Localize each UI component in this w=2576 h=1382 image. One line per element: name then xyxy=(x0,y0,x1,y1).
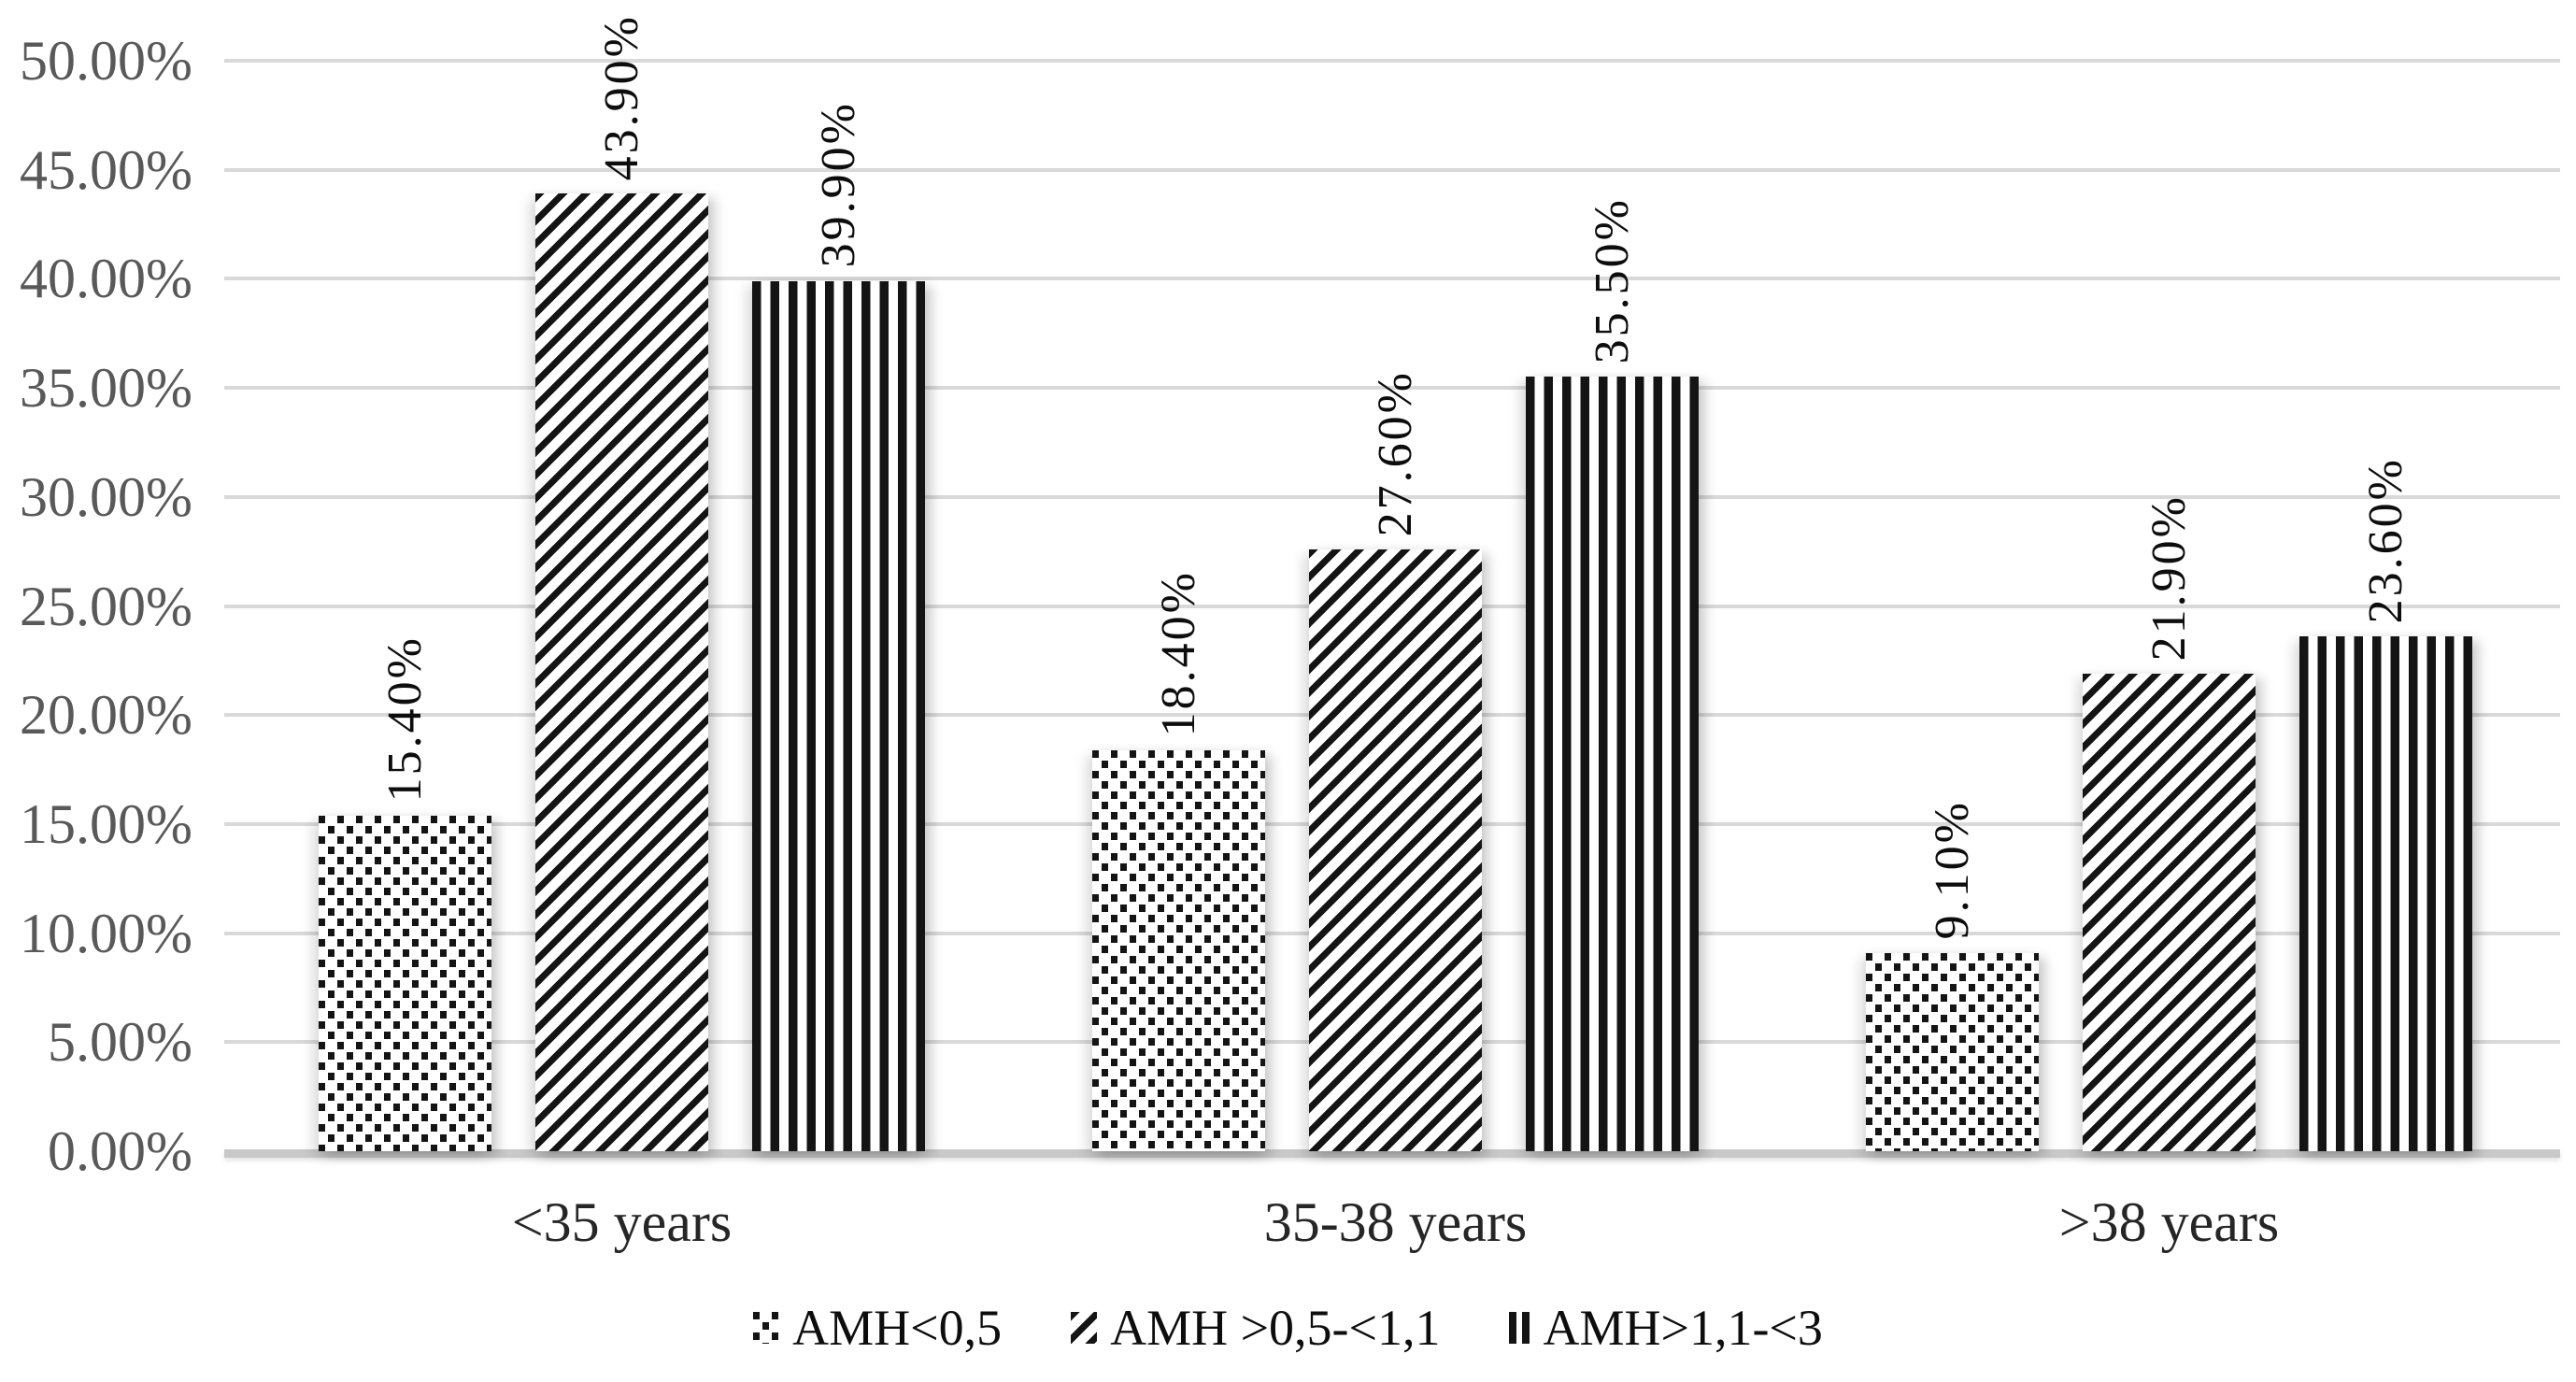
legend-label: AMH<0,5 xyxy=(792,1300,1003,1356)
y-axis-tick-label: 0.00% xyxy=(48,1120,192,1182)
y-axis-tick-label: 40.00% xyxy=(20,248,192,310)
gridline xyxy=(224,167,2560,172)
y-axis-tick-label: 20.00% xyxy=(20,684,192,747)
y-axis-tick-label: 30.00% xyxy=(20,465,192,528)
data-label: 27.60% xyxy=(1368,369,1422,536)
data-label: 18.40% xyxy=(1151,570,1205,737)
bar-dots xyxy=(1092,749,1265,1151)
x-axis-line xyxy=(224,1149,2560,1158)
bar-vertical-stripes xyxy=(752,280,925,1151)
gridline xyxy=(224,59,2560,63)
data-label: 21.90% xyxy=(2142,493,2196,661)
y-axis-tick-label: 15.00% xyxy=(20,792,192,855)
gridline xyxy=(224,386,2560,391)
bar-vertical-stripes xyxy=(1526,377,1699,1151)
y-axis-tick-label: 25.00% xyxy=(20,575,192,637)
y-axis-tick-label: 50.00% xyxy=(20,30,192,92)
y-axis-tick-label: 10.00% xyxy=(20,902,192,964)
gridline xyxy=(224,277,2560,281)
bar-diagonal-stripes xyxy=(1309,549,1482,1151)
diagonal-stripes-swatch-icon xyxy=(1071,1312,1098,1344)
bar-dots xyxy=(319,815,491,1151)
data-label: 35.50% xyxy=(1585,197,1639,364)
data-label: 23.60% xyxy=(2358,456,2412,624)
data-label: 39.90% xyxy=(811,101,865,268)
data-label: 15.40% xyxy=(377,635,432,803)
gridline xyxy=(224,494,2560,499)
y-axis-tick-label: 45.00% xyxy=(20,138,192,201)
legend-label: AMH>1,1-<3 xyxy=(1543,1300,1823,1356)
data-label: 43.90% xyxy=(594,14,648,181)
x-axis-category-label: >38 years xyxy=(2058,1191,2280,1253)
dots-swatch-icon xyxy=(753,1312,780,1344)
bar-dots xyxy=(1866,952,2039,1151)
legend-item: AMH >0,5-<1,1 xyxy=(1071,1299,1440,1357)
x-axis-category-label: 35-38 years xyxy=(1263,1191,1528,1253)
data-label: 9.10% xyxy=(1925,800,1979,940)
legend-item: AMH<0,5 xyxy=(753,1299,1002,1357)
legend-item: AMH>1,1-<3 xyxy=(1509,1299,1823,1357)
legend: AMH<0,5 AMH >0,5-<1,1 AMH>1,1-<3 xyxy=(0,1299,2576,1357)
bar-vertical-stripes xyxy=(2299,636,2472,1151)
bar-diagonal-stripes xyxy=(535,193,708,1151)
x-axis-category-label: <35 years xyxy=(511,1191,733,1253)
y-axis-tick-label: 35.00% xyxy=(20,357,192,420)
bar-diagonal-stripes xyxy=(2083,673,2256,1151)
vertical-stripes-swatch-icon xyxy=(1509,1312,1530,1344)
legend-label: AMH >0,5-<1,1 xyxy=(1110,1300,1441,1356)
y-axis-tick-label: 5.00% xyxy=(48,1011,192,1074)
